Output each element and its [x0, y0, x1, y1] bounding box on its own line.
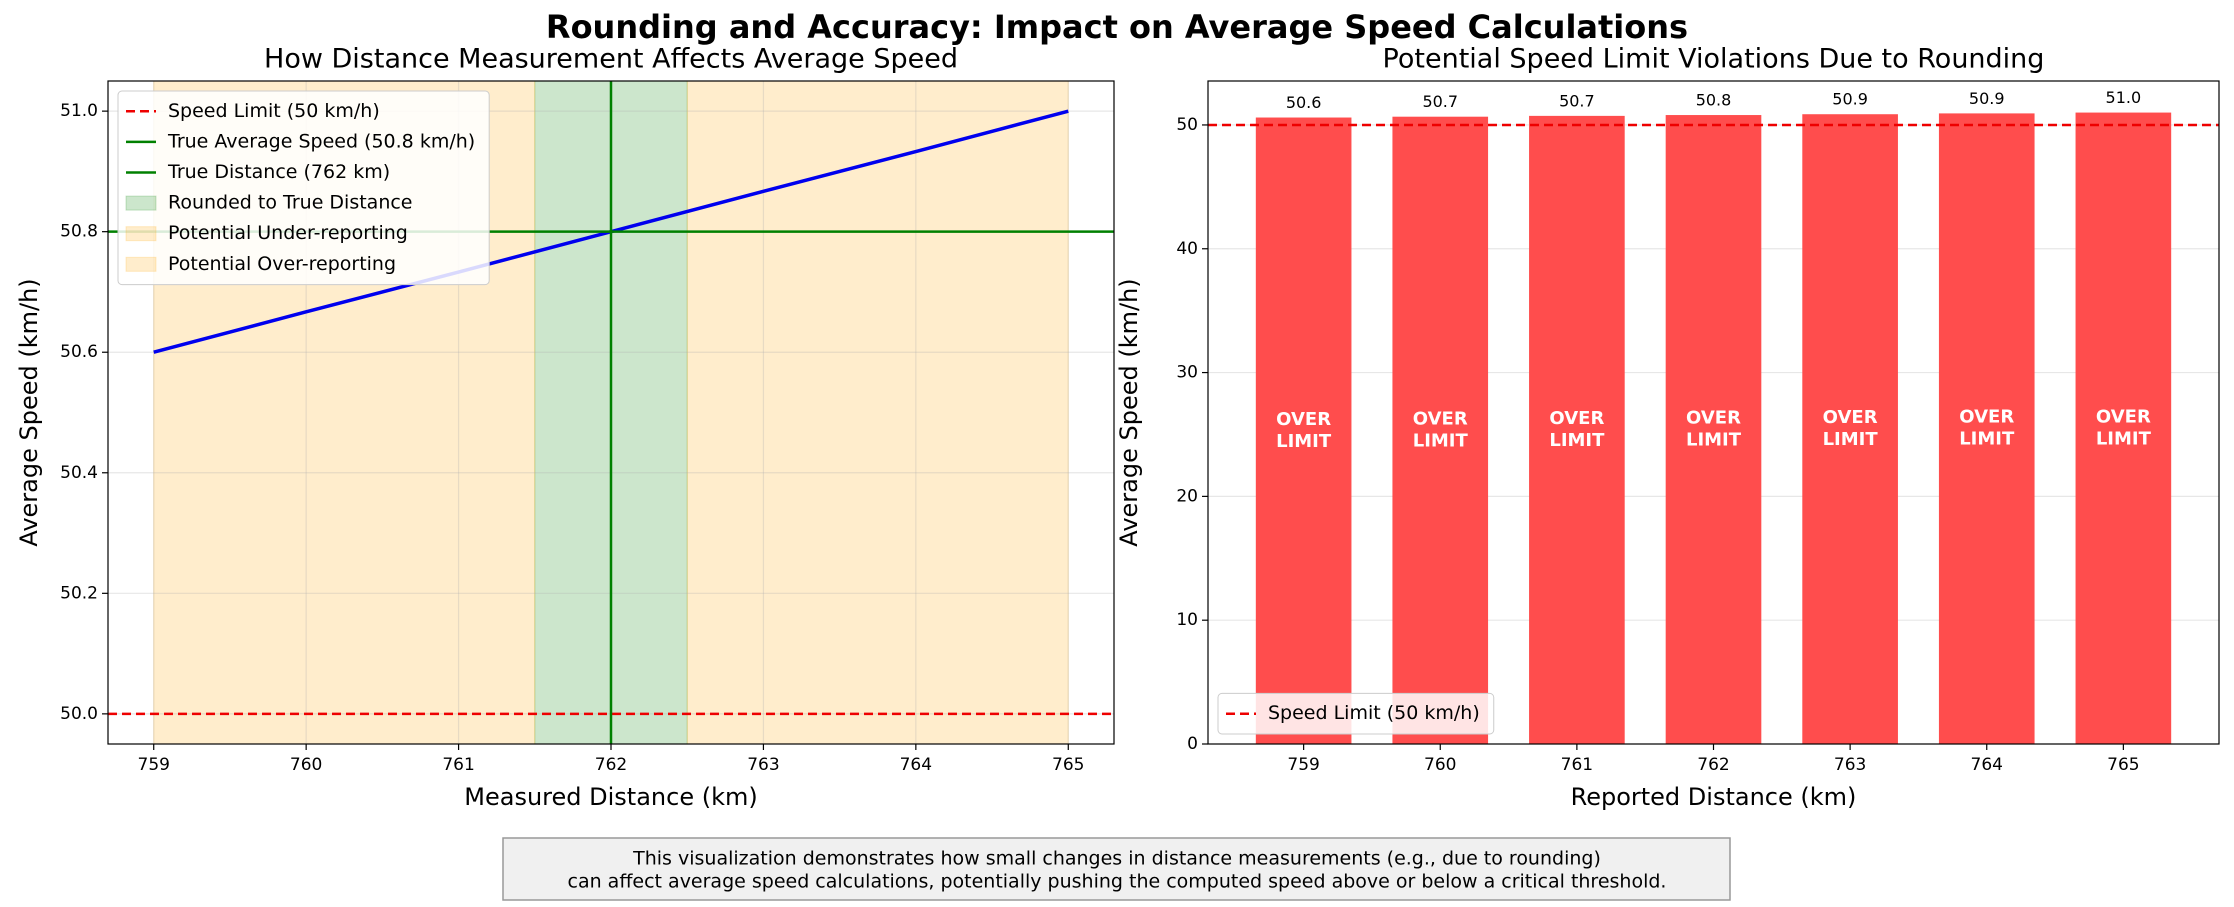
y-tick-label: 50.0 — [60, 704, 98, 724]
x-tick-label: 764 — [1971, 755, 2003, 775]
y-tick-label: 50 — [1176, 115, 1198, 135]
caption-line: can affect average speed calculations, p… — [568, 871, 1667, 893]
shaded-span — [686, 80, 1069, 745]
bar-annotation: LIMIT — [1549, 430, 1605, 451]
x-tick-label: 765 — [2107, 755, 2139, 775]
y-tick-label: 50.2 — [60, 583, 98, 603]
bar-annotation: LIMIT — [1959, 429, 2015, 450]
value-label: 50.9 — [1969, 89, 2005, 108]
y-tick-label: 20 — [1176, 486, 1198, 506]
bar — [1255, 117, 1352, 745]
bar — [1392, 116, 1489, 745]
x-tick-label: 761 — [1561, 755, 1593, 775]
legend-label: Rounded to True Distance — [168, 192, 413, 214]
y-tick-label: 50.8 — [60, 222, 98, 242]
x-tick-label: 764 — [900, 755, 932, 775]
bar-annotation: LIMIT — [1823, 429, 1879, 450]
legend-label: Speed Limit (50 km/h) — [1268, 702, 1480, 724]
bar-annotation: LIMIT — [2096, 428, 2152, 449]
value-label: 50.6 — [1286, 93, 1322, 112]
x-tick-label: 759 — [1287, 755, 1319, 775]
y-tick-label: 10 — [1176, 610, 1198, 630]
y-tick-label: 50.4 — [60, 463, 98, 483]
legend-label: True Average Speed (50.8 km/h) — [167, 130, 475, 152]
value-label: 50.7 — [1559, 91, 1595, 110]
value-label: 50.8 — [1696, 91, 1732, 110]
y-tick-label: 0 — [1187, 734, 1198, 754]
bar-annotation: OVER — [1686, 408, 1741, 429]
bar-annotation: OVER — [1413, 408, 1468, 429]
x-tick-label: 763 — [747, 755, 779, 775]
legend-box — [117, 90, 490, 286]
legend-box — [1217, 692, 1495, 735]
bar — [1802, 114, 1898, 745]
legend-label: Potential Over-reporting — [168, 253, 396, 275]
bar-annotation: LIMIT — [1413, 430, 1469, 451]
x-tick-label: 763 — [1834, 755, 1866, 775]
bar — [1665, 115, 1762, 745]
x-tick-label: 762 — [595, 755, 627, 775]
y-tick-label: 30 — [1176, 363, 1198, 383]
bar — [1529, 115, 1625, 745]
legend-swatch — [125, 226, 157, 242]
value-label: 51.0 — [2106, 88, 2142, 107]
x-axis-label: Reported Distance (km) — [1571, 783, 1857, 811]
figure-title: Rounding and Accuracy: Impact on Average… — [546, 8, 1688, 46]
bar-annotation: OVER — [1823, 407, 1878, 428]
legend-label: Speed Limit (50 km/h) — [168, 100, 380, 122]
bar-annotation: OVER — [1549, 408, 1604, 429]
caption-box — [502, 837, 1731, 901]
x-tick-label: 761 — [442, 755, 474, 775]
bar-annotation: OVER — [1959, 407, 2014, 428]
x-tick-label: 760 — [290, 755, 322, 775]
value-label: 50.9 — [1832, 90, 1868, 109]
axes-title: Potential Speed Limit Violations Due to … — [1383, 44, 2045, 75]
bar-annotation: LIMIT — [1276, 431, 1332, 452]
y-axis-label: Average Speed (km/h) — [1115, 278, 1143, 546]
caption-line: This visualization demonstrates how smal… — [632, 848, 1601, 870]
legend-label: True Distance (762 km) — [167, 161, 390, 183]
x-tick-label: 760 — [1424, 755, 1456, 775]
y-tick-label: 40 — [1176, 239, 1198, 259]
x-tick-label: 762 — [1697, 755, 1729, 775]
legend-swatch — [125, 195, 157, 211]
axes-title: How Distance Measurement Affects Average… — [264, 44, 958, 75]
y-tick-label: 50.6 — [60, 342, 98, 362]
bar-annotation: OVER — [2096, 406, 2151, 427]
legend-swatch — [125, 256, 157, 272]
axes-frame — [107, 80, 1115, 745]
legend-label: Potential Under-reporting — [168, 222, 408, 244]
y-axis-label: Average Speed (km/h) — [15, 278, 43, 546]
x-tick-label: 759 — [138, 755, 170, 775]
x-axis-label: Measured Distance (km) — [464, 783, 757, 811]
bar-annotation: LIMIT — [1686, 430, 1742, 451]
y-tick-label: 51.0 — [60, 101, 98, 121]
bar-annotation: OVER — [1276, 409, 1331, 430]
x-tick-label: 765 — [1052, 755, 1084, 775]
bar — [1938, 113, 2035, 745]
axes-frame — [1207, 80, 2220, 745]
bar — [2075, 112, 2172, 745]
value-label: 50.7 — [1422, 92, 1458, 111]
